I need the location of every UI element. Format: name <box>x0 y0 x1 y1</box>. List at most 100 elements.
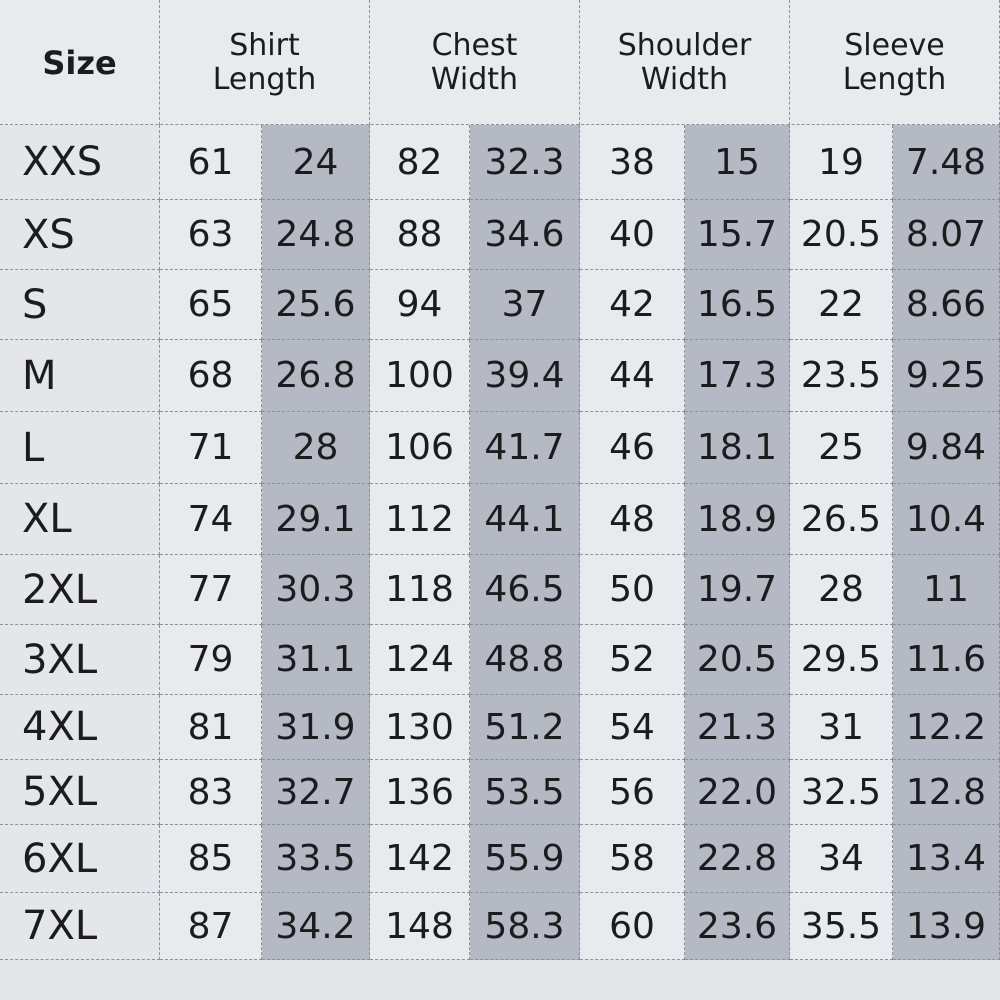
inch-value-cell: 53.5 <box>470 760 580 825</box>
cm-value-cell: 58 <box>580 825 685 893</box>
cm-value-cell: 35.5 <box>790 893 893 960</box>
cm-value-cell: 23.5 <box>790 340 893 412</box>
cm-value-cell: 79 <box>160 625 262 695</box>
cm-value-cell: 71 <box>160 412 262 484</box>
cm-value-cell: 142 <box>370 825 470 893</box>
cm-value-cell: 68 <box>160 340 262 412</box>
inch-value-cell: 13.9 <box>893 893 1000 960</box>
inch-value-cell: 34.2 <box>262 893 370 960</box>
inch-value-cell: 55.9 <box>470 825 580 893</box>
header-text: Length <box>842 61 947 97</box>
cm-value-cell: 25 <box>790 412 893 484</box>
header-text: Length <box>212 61 317 97</box>
size-label: XXS <box>0 125 160 200</box>
cm-value-cell: 87 <box>160 893 262 960</box>
cm-value-cell: 81 <box>160 695 262 760</box>
inch-value-cell: 20.5 <box>685 625 790 695</box>
inch-value-cell: 18.9 <box>685 484 790 555</box>
inch-value-cell: 23.6 <box>685 893 790 960</box>
size-label: S <box>0 270 160 340</box>
cm-value-cell: 22 <box>790 270 893 340</box>
header-text: Width <box>640 61 729 97</box>
cm-value-cell: 106 <box>370 412 470 484</box>
inch-value-cell: 37 <box>470 270 580 340</box>
inch-value-cell: 21.3 <box>685 695 790 760</box>
inch-value-cell: 28 <box>262 412 370 484</box>
cm-value-cell: 56 <box>580 760 685 825</box>
cm-value-cell: 74 <box>160 484 262 555</box>
cm-value-cell: 40 <box>580 200 685 270</box>
cm-value-cell: 29.5 <box>790 625 893 695</box>
header-text: Sleeve <box>844 27 945 63</box>
header-shirt-length: Shirt Length <box>160 0 370 125</box>
cm-value-cell: 148 <box>370 893 470 960</box>
inch-value-cell: 22.0 <box>685 760 790 825</box>
cm-value-cell: 32.5 <box>790 760 893 825</box>
inch-value-cell: 24 <box>262 125 370 200</box>
inch-value-cell: 31.1 <box>262 625 370 695</box>
cm-value-cell: 61 <box>160 125 262 200</box>
header-text: Shirt <box>229 27 300 63</box>
cm-value-cell: 31 <box>790 695 893 760</box>
header-size: Size <box>0 0 160 125</box>
cm-value-cell: 100 <box>370 340 470 412</box>
header-divider <box>0 124 1000 125</box>
inch-value-cell: 11 <box>893 555 1000 625</box>
header-text: Width <box>430 61 519 97</box>
header-text: Size <box>42 43 117 82</box>
cm-value-cell: 26.5 <box>790 484 893 555</box>
size-label: 7XL <box>0 893 160 960</box>
inch-value-cell: 16.5 <box>685 270 790 340</box>
cm-value-cell: 19 <box>790 125 893 200</box>
size-label: 3XL <box>0 625 160 695</box>
inch-value-cell: 39.4 <box>470 340 580 412</box>
header-text: Chest <box>431 27 518 63</box>
header-shoulder-width: Shoulder Width <box>580 0 790 125</box>
inch-value-cell: 12.8 <box>893 760 1000 825</box>
inch-value-cell: 12.2 <box>893 695 1000 760</box>
cm-value-cell: 83 <box>160 760 262 825</box>
inch-value-cell: 44.1 <box>470 484 580 555</box>
size-label: 4XL <box>0 695 160 760</box>
size-label: M <box>0 340 160 412</box>
cm-value-cell: 85 <box>160 825 262 893</box>
size-label: 6XL <box>0 825 160 893</box>
inch-value-cell: 7.48 <box>893 125 1000 200</box>
cm-value-cell: 130 <box>370 695 470 760</box>
cm-value-cell: 60 <box>580 893 685 960</box>
inch-value-cell: 51.2 <box>470 695 580 760</box>
header-chest-width: Chest Width <box>370 0 580 125</box>
inch-value-cell: 31.9 <box>262 695 370 760</box>
inch-value-cell: 24.8 <box>262 200 370 270</box>
size-label: XL <box>0 484 160 555</box>
inch-value-cell: 34.6 <box>470 200 580 270</box>
cm-value-cell: 65 <box>160 270 262 340</box>
inch-value-cell: 32.3 <box>470 125 580 200</box>
inch-value-cell: 25.6 <box>262 270 370 340</box>
size-label: L <box>0 412 160 484</box>
inch-value-cell: 18.1 <box>685 412 790 484</box>
cm-value-cell: 124 <box>370 625 470 695</box>
inch-value-cell: 22.8 <box>685 825 790 893</box>
cm-value-cell: 20.5 <box>790 200 893 270</box>
cm-value-cell: 112 <box>370 484 470 555</box>
inch-value-cell: 48.8 <box>470 625 580 695</box>
inch-value-cell: 46.5 <box>470 555 580 625</box>
inch-value-cell: 58.3 <box>470 893 580 960</box>
cm-value-cell: 28 <box>790 555 893 625</box>
cm-value-cell: 82 <box>370 125 470 200</box>
inch-value-cell: 9.84 <box>893 412 1000 484</box>
header-text: Shoulder <box>617 27 752 63</box>
cm-value-cell: 118 <box>370 555 470 625</box>
inch-value-cell: 30.3 <box>262 555 370 625</box>
cm-value-cell: 77 <box>160 555 262 625</box>
inch-value-cell: 15 <box>685 125 790 200</box>
inch-value-cell: 8.07 <box>893 200 1000 270</box>
inch-value-cell: 9.25 <box>893 340 1000 412</box>
inch-value-cell: 15.7 <box>685 200 790 270</box>
cm-value-cell: 54 <box>580 695 685 760</box>
inch-value-cell: 10.4 <box>893 484 1000 555</box>
size-label: XS <box>0 200 160 270</box>
inch-value-cell: 19.7 <box>685 555 790 625</box>
cm-value-cell: 44 <box>580 340 685 412</box>
